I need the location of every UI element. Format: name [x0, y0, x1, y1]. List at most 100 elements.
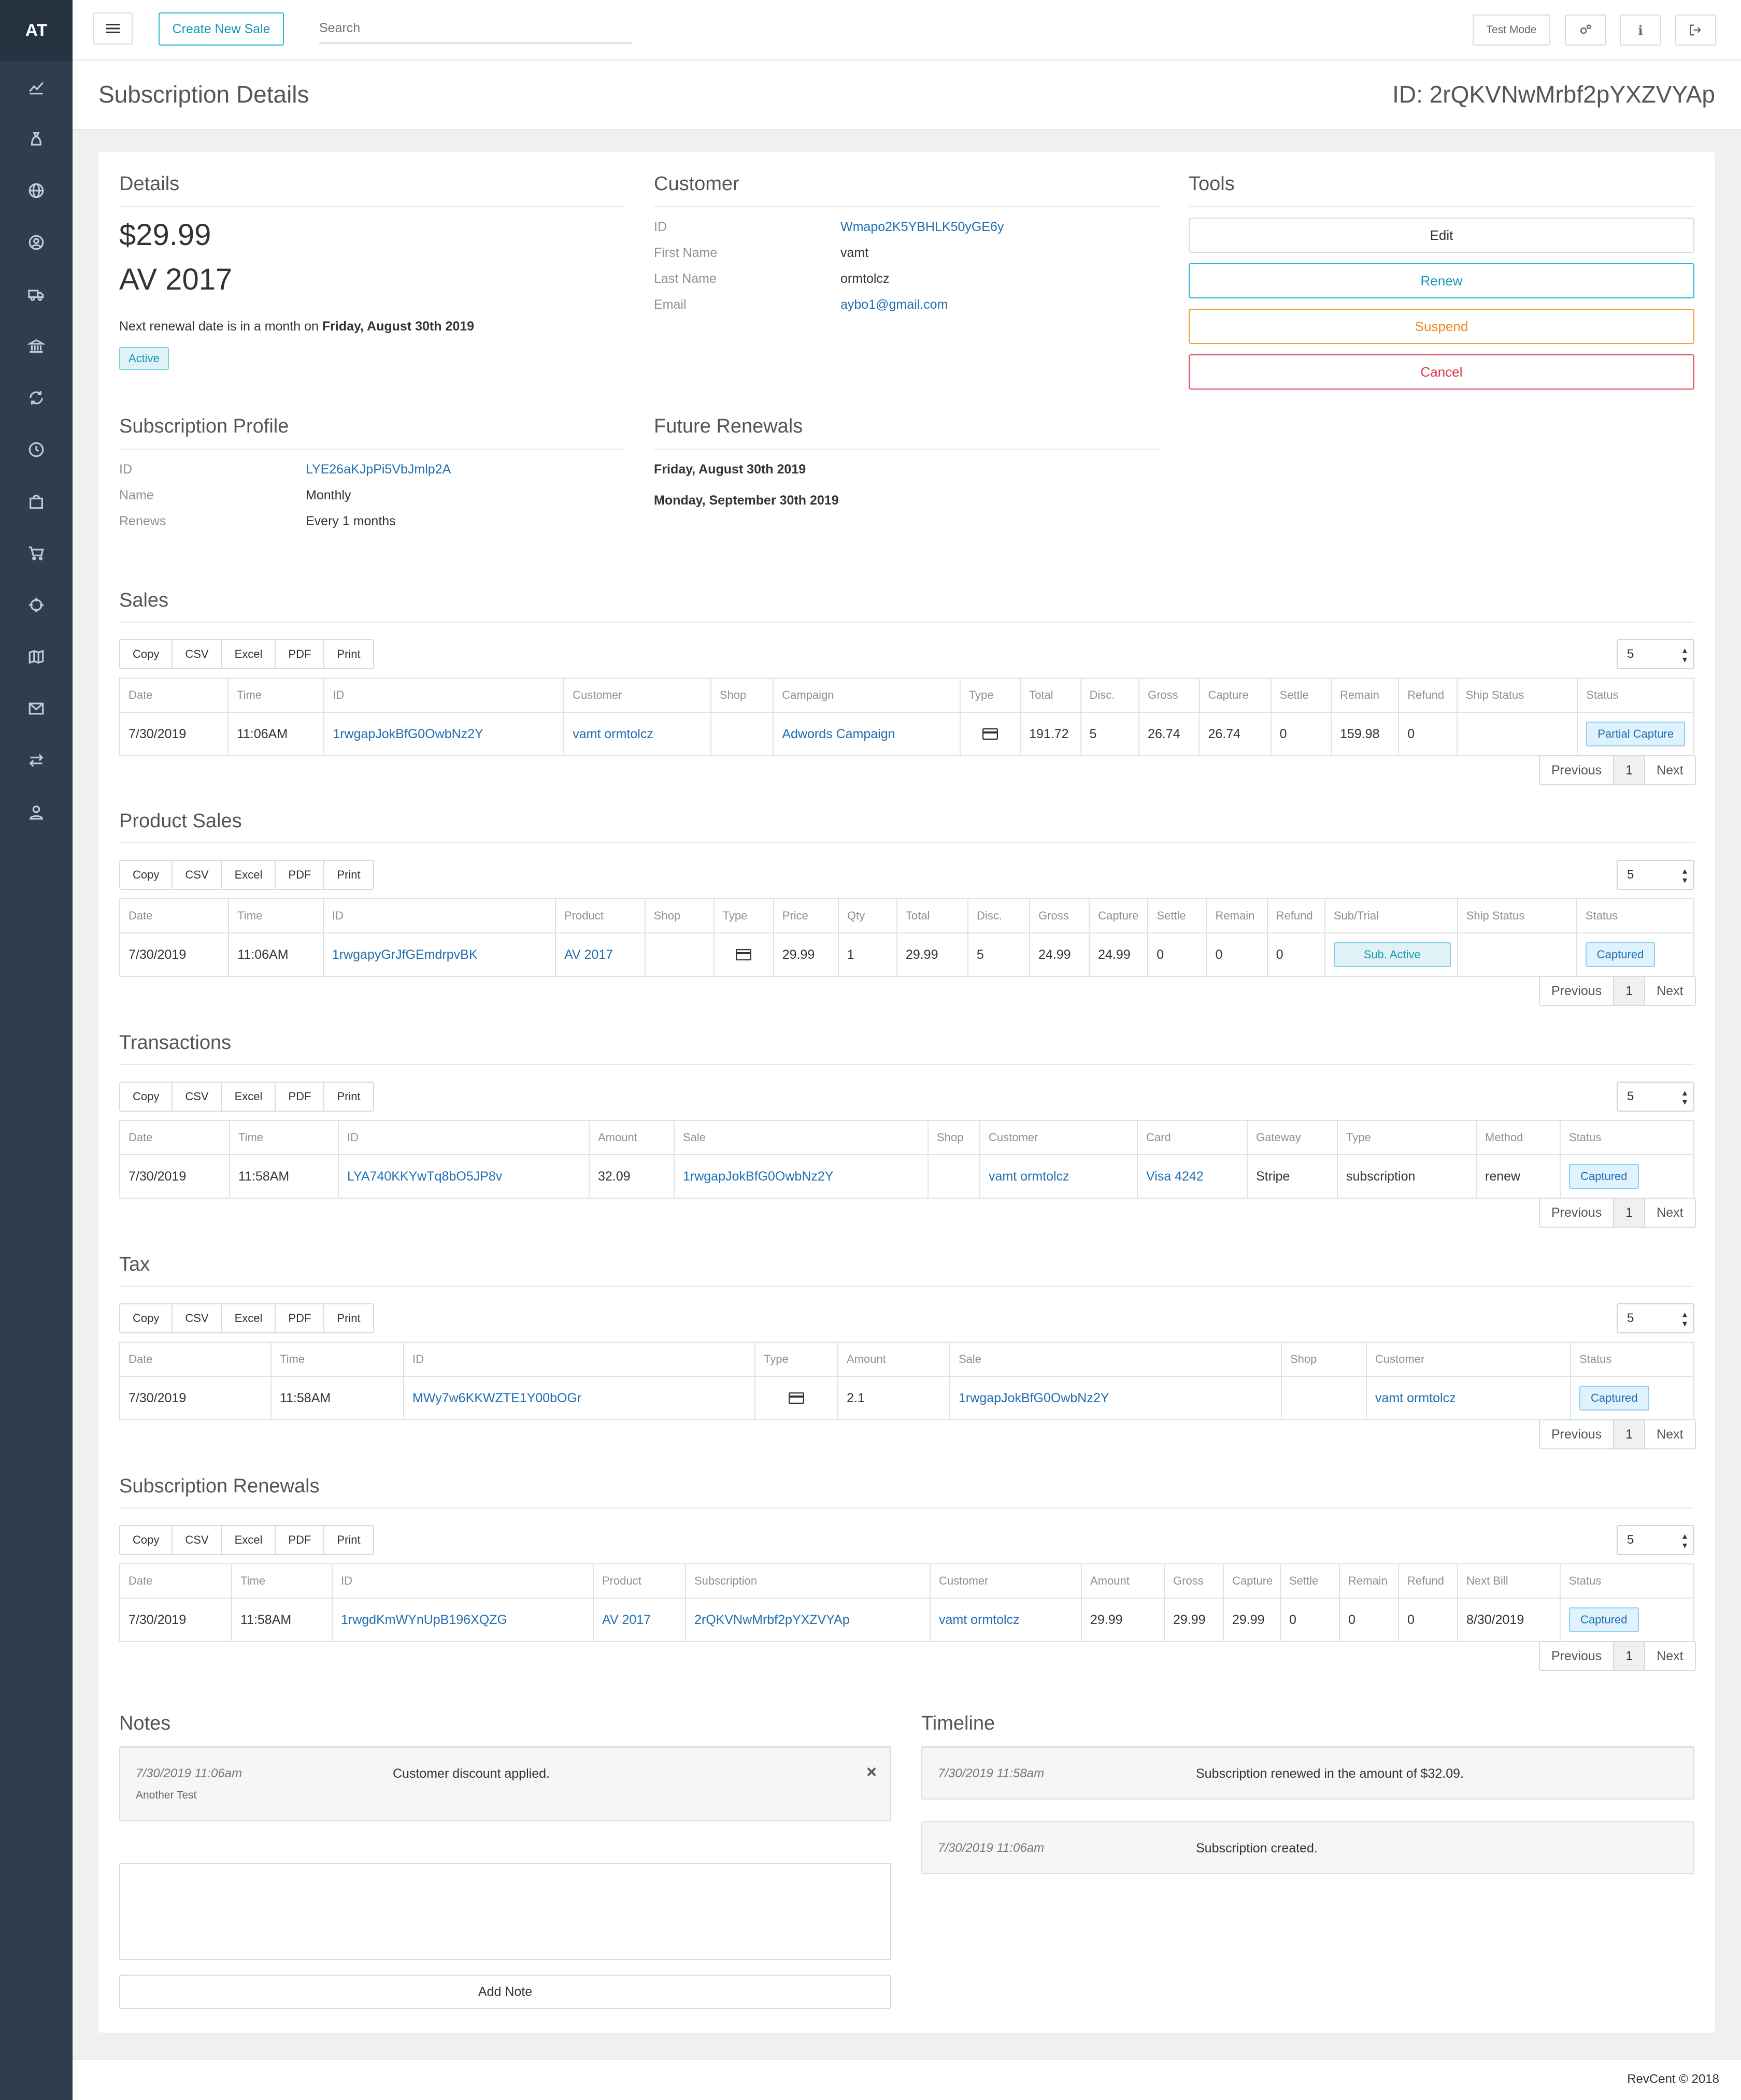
- previous-page-button[interactable]: Previous: [1539, 1198, 1615, 1228]
- column-header[interactable]: Type: [961, 679, 1021, 712]
- csv-button[interactable]: CSV: [172, 1525, 222, 1555]
- clock-icon[interactable]: [0, 424, 73, 476]
- column-header[interactable]: Time: [272, 1343, 404, 1376]
- next-page-button[interactable]: Next: [1644, 1641, 1696, 1671]
- column-header[interactable]: Time: [229, 899, 324, 932]
- cell-link[interactable]: MWy7w6KKWZTE1Y00bOGr: [412, 1390, 582, 1405]
- copy-button[interactable]: Copy: [119, 860, 173, 890]
- previous-page-button[interactable]: Previous: [1539, 976, 1615, 1006]
- sales-page-length-select[interactable]: 5 ▴ ▾: [1617, 639, 1694, 669]
- column-header[interactable]: Product: [556, 899, 646, 932]
- suspend-button[interactable]: Suspend: [1189, 309, 1694, 344]
- column-header[interactable]: Refund: [1399, 1564, 1458, 1598]
- column-header[interactable]: Sale: [675, 1121, 929, 1154]
- note-textarea[interactable]: [119, 1863, 891, 1960]
- cell-link[interactable]: 2rQKVNwMrbf2pYXZVYAp: [694, 1612, 850, 1627]
- pdf-button[interactable]: PDF: [275, 860, 325, 890]
- column-header[interactable]: Status: [1585, 909, 1618, 922]
- cell-link[interactable]: vamt ormtolcz: [1375, 1390, 1456, 1405]
- column-header[interactable]: Shop: [929, 1121, 980, 1154]
- column-header[interactable]: Customer: [931, 1564, 1082, 1598]
- column-header[interactable]: Campaign: [774, 679, 961, 712]
- cell-link[interactable]: Adwords Campaign: [782, 726, 895, 741]
- cell-link[interactable]: 1rwgapJokBfG0OwbNz2Y: [333, 726, 483, 741]
- column-header[interactable]: Customer: [1367, 1343, 1571, 1376]
- column-header[interactable]: Capture: [1224, 1564, 1281, 1598]
- column-header[interactable]: Gateway: [1248, 1121, 1338, 1154]
- column-header[interactable]: Subscription: [686, 1564, 931, 1598]
- excel-button[interactable]: Excel: [221, 1082, 276, 1112]
- column-header[interactable]: Sale: [950, 1343, 1282, 1376]
- page-number-button[interactable]: 1: [1613, 1641, 1646, 1671]
- column-header[interactable]: Method: [1477, 1121, 1561, 1154]
- excel-button[interactable]: Excel: [221, 1525, 276, 1555]
- copy-button[interactable]: Copy: [119, 639, 173, 669]
- cell-link[interactable]: AV 2017: [564, 947, 613, 962]
- shopping-bag-icon[interactable]: [0, 476, 73, 527]
- field-value[interactable]: Wmapo2K5YBHLK50yGE6y: [840, 220, 1004, 234]
- csv-button[interactable]: CSV: [172, 860, 222, 890]
- print-button[interactable]: Print: [323, 1525, 374, 1555]
- settings-button[interactable]: [1565, 15, 1606, 46]
- map-icon[interactable]: [0, 631, 73, 683]
- column-header[interactable]: Product: [594, 1564, 686, 1598]
- column-header[interactable]: Ship Status: [1458, 679, 1578, 712]
- exchange-icon[interactable]: [0, 735, 73, 786]
- next-page-button[interactable]: Next: [1644, 976, 1696, 1006]
- column-header[interactable]: Settle: [1148, 899, 1207, 932]
- print-button[interactable]: Print: [323, 860, 374, 890]
- next-page-button[interactable]: Next: [1644, 1419, 1696, 1449]
- delete-note-icon[interactable]: ×: [866, 1762, 877, 1782]
- print-button[interactable]: Print: [323, 1082, 374, 1112]
- logout-button[interactable]: [1675, 15, 1716, 46]
- column-header[interactable]: Remain: [1207, 899, 1268, 932]
- column-header[interactable]: Type: [715, 899, 774, 932]
- column-header[interactable]: Settle: [1272, 679, 1332, 712]
- column-header[interactable]: Status: [1579, 1353, 1612, 1365]
- csv-button[interactable]: CSV: [172, 639, 222, 669]
- column-header[interactable]: Capture: [1090, 899, 1149, 932]
- user-icon[interactable]: [0, 786, 73, 838]
- column-header[interactable]: Customer: [980, 1121, 1138, 1154]
- column-header[interactable]: Refund: [1399, 679, 1458, 712]
- menu-toggle-button[interactable]: [93, 12, 133, 45]
- column-header[interactable]: Price: [774, 899, 839, 932]
- column-header[interactable]: Disc.: [1081, 679, 1140, 712]
- column-header[interactable]: Amount: [590, 1121, 675, 1154]
- column-header[interactable]: ID: [333, 1564, 594, 1598]
- column-header[interactable]: Time: [232, 1564, 333, 1598]
- column-header[interactable]: Status: [1569, 1131, 1602, 1144]
- copy-button[interactable]: Copy: [119, 1525, 173, 1555]
- column-header[interactable]: Sub/Trial: [1325, 899, 1458, 932]
- product-sales-page-length-select[interactable]: 5 ▴ ▾: [1617, 860, 1694, 890]
- envelope-icon[interactable]: [0, 683, 73, 735]
- renew-button[interactable]: Renew: [1189, 263, 1694, 298]
- copy-button[interactable]: Copy: [119, 1082, 173, 1112]
- next-page-button[interactable]: Next: [1644, 1198, 1696, 1228]
- truck-icon[interactable]: [0, 268, 73, 320]
- user-circle-icon[interactable]: [0, 217, 73, 268]
- tax-page-length-select[interactable]: 5 ▴ ▾: [1617, 1303, 1694, 1333]
- globe-icon[interactable]: [0, 165, 73, 217]
- test-mode-button[interactable]: Test Mode: [1473, 15, 1550, 46]
- money-bag-icon[interactable]: [0, 113, 73, 165]
- print-button[interactable]: Print: [323, 639, 374, 669]
- column-header[interactable]: Disc.: [968, 899, 1031, 932]
- info-button[interactable]: i: [1620, 15, 1661, 46]
- column-header[interactable]: ID: [339, 1121, 590, 1154]
- cell-link[interactable]: vamt ormtolcz: [989, 1169, 1069, 1184]
- excel-button[interactable]: Excel: [221, 860, 276, 890]
- subscription-renewals-page-length-select[interactable]: 5 ▴ ▾: [1617, 1525, 1694, 1555]
- column-header[interactable]: Remain: [1340, 1564, 1399, 1598]
- column-header[interactable]: Next Bill: [1458, 1564, 1561, 1598]
- print-button[interactable]: Print: [323, 1303, 374, 1333]
- previous-page-button[interactable]: Previous: [1539, 755, 1615, 785]
- cancel-button[interactable]: Cancel: [1189, 354, 1694, 390]
- column-header[interactable]: Date: [120, 899, 230, 932]
- page-number-button[interactable]: 1: [1613, 755, 1646, 785]
- page-number-button[interactable]: 1: [1613, 1419, 1646, 1449]
- column-header[interactable]: Settle: [1281, 1564, 1340, 1598]
- refresh-icon[interactable]: [0, 372, 73, 424]
- column-header[interactable]: Date: [120, 1564, 232, 1598]
- cell-link[interactable]: 1rwgapJokBfG0OwbNz2Y: [959, 1390, 1109, 1405]
